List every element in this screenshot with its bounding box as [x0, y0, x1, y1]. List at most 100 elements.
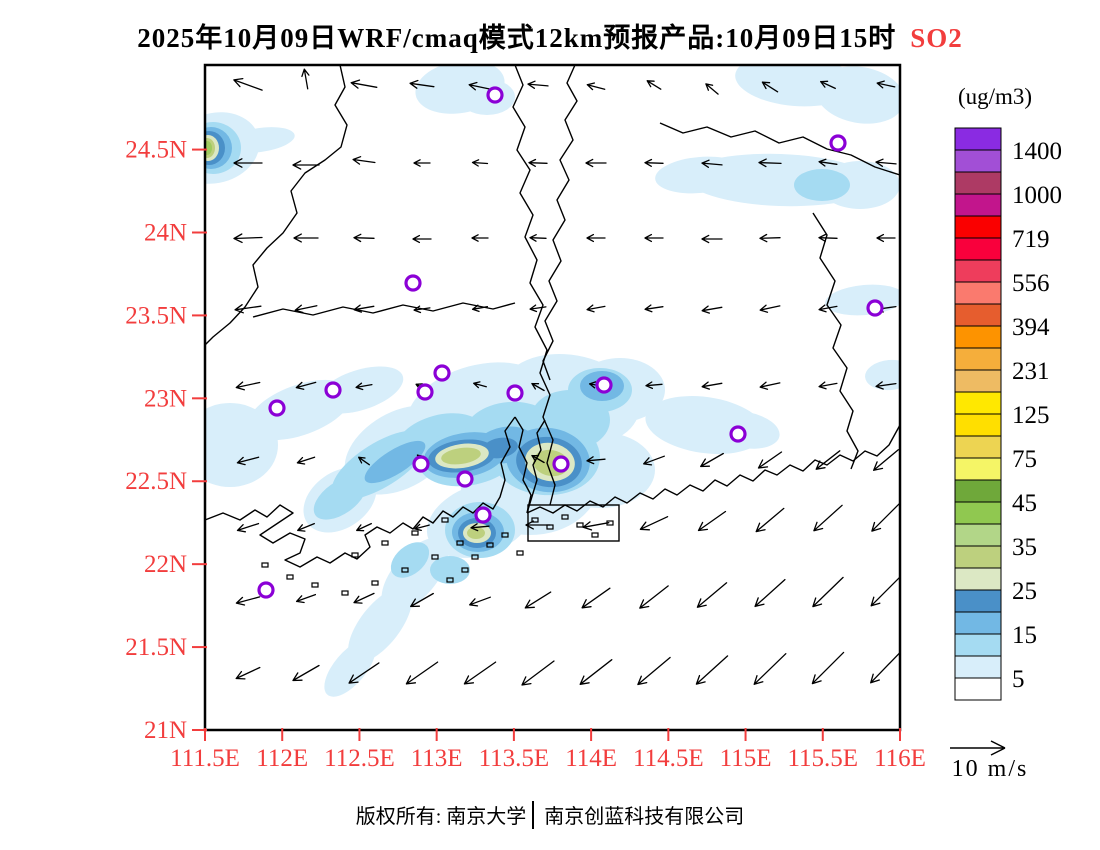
wind-scale-arrow-glyph [950, 740, 1006, 756]
colorbar-tick-label: 15 [1012, 622, 1037, 649]
wind-arrow [757, 451, 783, 469]
wind-arrow [409, 79, 435, 89]
wind-arrow [463, 661, 497, 685]
station-marker [416, 383, 434, 401]
lat-tick-label: 24N [144, 219, 187, 246]
wind-arrow [820, 80, 836, 90]
wind-arrow [348, 662, 380, 684]
wind-arrow [646, 80, 662, 90]
island-mark [431, 554, 439, 560]
title-main: 2025年10月09日WRF/cmaq模式12km预报产品:10月09日15时 [137, 23, 897, 53]
wind-arrow [701, 305, 723, 314]
island-mark [456, 540, 464, 546]
wind-arrow [818, 304, 838, 313]
so2-contour-blob-L2 [313, 476, 367, 520]
island-mark [561, 514, 569, 520]
so2-contour-blob-L6 [467, 527, 485, 539]
so2-contour-blob-L1 [865, 359, 900, 391]
colorbar-cell [954, 523, 1002, 547]
page-title: 2025年10月09日WRF/cmaq模式12km预报产品:10月09日15时 S… [0, 16, 1100, 55]
wind-arrow [586, 304, 606, 313]
wind-arrow [586, 82, 606, 91]
lon-tick-label: 112.5E [324, 745, 395, 772]
lat-tick-label: 24.5N [125, 137, 187, 164]
wind-arrow [473, 381, 487, 389]
contour-layer [205, 65, 900, 697]
lon-tick-label: 113.5E [479, 745, 550, 772]
colorbar-cell [954, 171, 1002, 195]
wind-arrow [471, 159, 489, 167]
wind-arrow [295, 381, 317, 390]
colorbar-cell [954, 325, 1002, 349]
wind-arrow [413, 159, 431, 167]
lon-tick-label: 111.5E [170, 745, 240, 772]
wind-arrow [525, 520, 551, 530]
wind-arrow [471, 234, 489, 242]
lat-tick-label: 21N [144, 717, 187, 744]
colorbar-cell [954, 215, 1002, 239]
coastline [526, 419, 546, 514]
colorbar-tick-label: 1000 [1012, 182, 1062, 209]
so2-contour-blob-L6 [441, 447, 481, 465]
wind-arrow [870, 651, 900, 684]
wind-arrow [758, 158, 782, 168]
colorbar-tick-label: 231 [1012, 358, 1050, 385]
colorbar-cell [954, 303, 1002, 327]
stations-layer [257, 86, 884, 599]
wind-field-layer [233, 68, 900, 686]
wind-arrow [294, 304, 318, 314]
station-marker [729, 425, 747, 443]
map-clipped-layers [205, 65, 900, 697]
colorbar-cell [954, 193, 1002, 217]
island-mark [461, 567, 469, 573]
station-marker [506, 384, 524, 402]
wind-arrow [292, 160, 320, 170]
colorbar-cell [954, 611, 1002, 635]
wind-arrow [701, 234, 723, 244]
colorbar-cell [954, 347, 1002, 371]
province-border [542, 65, 578, 381]
colorbar-cell [954, 633, 1002, 657]
so2-contour-blob-L3 [364, 440, 426, 484]
wind-arrow [875, 381, 897, 390]
so2-contour-blob-L1 [655, 156, 745, 194]
station-marker [404, 274, 422, 292]
wind-arrow [818, 158, 838, 167]
station-marker [324, 381, 342, 399]
boundary-layer [205, 65, 900, 568]
wind-arrow [585, 158, 607, 168]
island-mark [351, 552, 359, 558]
wind-arrow [644, 304, 664, 313]
wind-arrow [705, 83, 719, 95]
station-marker [412, 455, 430, 473]
wind-arrow [645, 381, 663, 390]
wind-arrow [524, 591, 552, 609]
colorbar-cell [954, 457, 1002, 481]
wind-arrow [695, 655, 729, 685]
lat-tick-label: 22N [144, 551, 187, 578]
station-marker [433, 364, 451, 382]
colorbar-cell [954, 281, 1002, 305]
wind-arrow [296, 456, 316, 465]
wind-arrow [876, 80, 896, 89]
wind-arrow [644, 158, 664, 167]
wind-arrow [697, 510, 727, 532]
wind-arrow [875, 158, 897, 167]
island-mark [486, 542, 494, 548]
island-mark [286, 574, 294, 580]
wind-arrow [236, 522, 260, 533]
colorbar-cell [954, 391, 1002, 415]
lat-tick-label: 23.5N [125, 302, 187, 329]
wind-arrow [297, 522, 315, 532]
wind-arrow [871, 502, 900, 532]
colorbar-tick-label: 556 [1012, 270, 1050, 297]
wind-arrow [355, 382, 373, 391]
colorbar-cell [954, 501, 1002, 525]
wind-arrow [586, 456, 606, 465]
wind-arrow [233, 77, 263, 91]
colorbar-tick-label: 35 [1012, 534, 1037, 561]
colorbar-tick-label: 1400 [1012, 138, 1062, 165]
wind-arrow [529, 304, 547, 313]
colorbar-tick-label: 75 [1012, 446, 1037, 473]
